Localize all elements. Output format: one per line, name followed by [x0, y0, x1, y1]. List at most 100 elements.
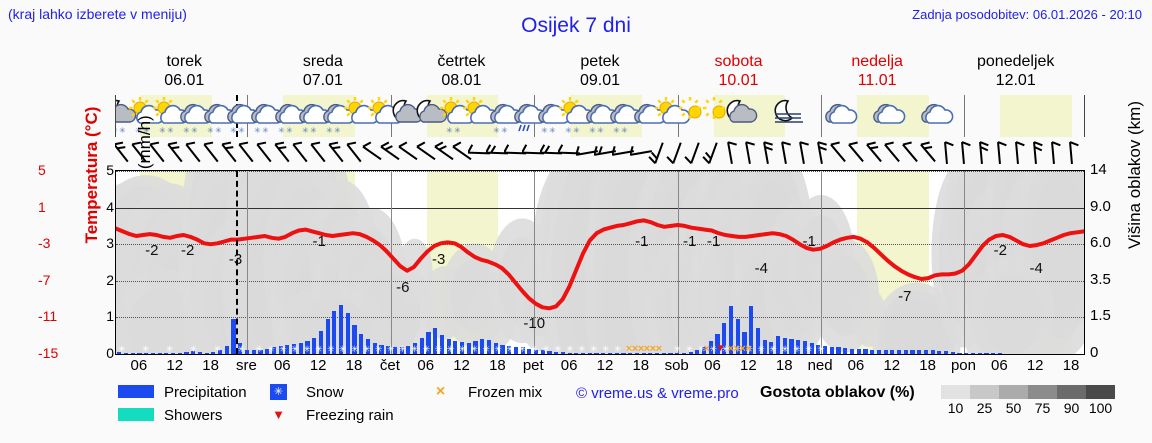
wind-barb: [791, 139, 813, 170]
precipitation-bar: [594, 353, 599, 354]
snow-marker: ✳: [793, 344, 801, 354]
day-header-5: sobota 10.01: [669, 52, 808, 92]
precipitation-bar: [493, 343, 498, 354]
snow-icon: ✳: [270, 384, 287, 400]
frozen-mix-marker: ×: [703, 343, 710, 355]
precipitation-bar: [944, 351, 949, 354]
precipitation-bar: [372, 343, 377, 354]
precipitation-bar: [789, 338, 794, 354]
precipitation-bar: [365, 339, 371, 354]
cloud-height-tick: 1.5: [1090, 307, 1111, 325]
svg-text:✳: ✳: [493, 126, 500, 135]
wind-barb: [200, 139, 222, 170]
precipitation-bar: [412, 343, 418, 354]
precipitation-bar: [870, 349, 875, 354]
precipitation-bar: [930, 350, 935, 354]
svg-text:✳: ✳: [326, 126, 333, 135]
cloud-scale-segment: [1086, 385, 1115, 399]
precipitation-axis-ticks: 5 4 3 2 1 0: [96, 162, 114, 361]
wind-barb: [1024, 139, 1046, 170]
snow-marker: ✳: [398, 344, 407, 354]
page-title: Osijek 7 dni: [521, 14, 631, 37]
precipitation-bar: [379, 344, 384, 354]
day-name: nedelja: [851, 53, 903, 70]
showers-swatch: [118, 408, 154, 421]
wind-barb: [666, 139, 688, 170]
precipitation-bar: [601, 353, 606, 354]
x-tick-label: sob: [664, 357, 689, 374]
svg-text:✳: ✳: [302, 126, 309, 135]
precipitation-tick: 1: [106, 308, 114, 325]
precipitation-bar: [305, 341, 310, 354]
cloud-scale-label: 90: [1063, 400, 1080, 416]
precipitation-bar: [117, 352, 122, 354]
precipitation-bar: [923, 350, 929, 354]
snow-marker: ✳: [590, 344, 598, 354]
wind-barb: [1006, 139, 1028, 170]
gridline-horizontal: [116, 171, 1084, 172]
precipitation-bar: [984, 353, 989, 354]
precipitation-bar: [211, 352, 216, 354]
wind-barb-band: [115, 137, 1085, 170]
wind-barb: [1042, 139, 1064, 170]
precipitation-bar: [964, 352, 969, 354]
gridline-vertical: [964, 171, 966, 354]
precipitation-bar: [480, 338, 485, 354]
wind-barb: [235, 139, 257, 170]
snow-marker: ✳: [745, 344, 753, 354]
weather-icon-sun-cloud-snow: ✳ ✳: [437, 96, 477, 136]
temperature-value-label: -1: [635, 232, 649, 250]
snow-marker: ✳: [141, 344, 150, 354]
snow-marker: ✳: [518, 344, 526, 354]
location-menu-note[interactable]: (kraj lahko izberete v meniju): [8, 6, 187, 22]
precipitation-bar: [325, 319, 330, 354]
svg-text:✳: ✳: [286, 126, 293, 135]
wind-barb: [415, 139, 437, 170]
wind-barb: [809, 139, 831, 170]
snow-marker: ✳: [554, 344, 562, 354]
gridline-vertical: [677, 171, 679, 354]
day-name: torek: [166, 53, 203, 70]
snow-marker: ✳: [721, 344, 730, 354]
precipitation-bar: [668, 353, 673, 354]
copyright-link[interactable]: © vreme.us & vreme.pro: [576, 385, 739, 402]
x-axis-tick-labels: 06 12 18 sre 06 12 18 čet 06 12 18 pet 06 12 18 sob 06 12…: [115, 357, 1085, 379]
svg-text:✳: ✳: [454, 126, 461, 135]
snow-marker: ✳: [769, 344, 777, 354]
precipitation-bar: [204, 352, 209, 354]
snow-marker: ✳: [291, 344, 299, 354]
precipitation-bar: [769, 342, 774, 354]
x-tick-label: pet: [522, 357, 544, 374]
weather-icon-sun-cloud: [652, 96, 692, 136]
frozen-mix-marker: ×: [649, 343, 657, 355]
frozen-mix-marker: ×: [637, 343, 645, 355]
precipitation-bar: [782, 337, 787, 354]
precipitation-bar: [453, 341, 458, 354]
wind-barb: [218, 139, 240, 170]
svg-text:✳: ✳: [541, 126, 548, 135]
cloud-height-tick: 0: [1090, 344, 1099, 361]
precipitation-bar: [386, 345, 391, 354]
precipitation-bar: [574, 352, 579, 354]
snow-marker: ✳: [189, 344, 198, 354]
weather-icon-moon-fog: [771, 96, 811, 136]
day-header-3: četrtek 08.01: [392, 52, 531, 92]
cloud-scale-label: 75: [1034, 400, 1051, 416]
precipitation-bar: [527, 348, 532, 354]
precipitation-bar: [466, 343, 471, 354]
cloud-scale-segment: [1057, 385, 1086, 399]
snow-marker: ✳: [506, 344, 514, 354]
precipitation-bar: [587, 353, 592, 354]
temperature-value-label: -2: [993, 242, 1008, 260]
weather-icon-cloud-snow: ✳ ✳: [532, 96, 572, 136]
precipitation-bar: [661, 353, 666, 354]
temperature-tick: 5: [38, 162, 46, 178]
precipitation-bar: [876, 349, 881, 354]
day-date: 06.01: [164, 72, 205, 89]
frozen-mix-marker: ×: [643, 343, 651, 355]
cloud-cover-colorbar: 10 25 50 75 90 100: [941, 385, 1121, 419]
precipitation-bar: [816, 344, 821, 354]
temperature-axis-ticks: 5 1 -3 -7 -11 -15: [38, 162, 78, 361]
temperature-value-label: -1: [682, 232, 697, 250]
precipitation-bar: [164, 353, 169, 354]
